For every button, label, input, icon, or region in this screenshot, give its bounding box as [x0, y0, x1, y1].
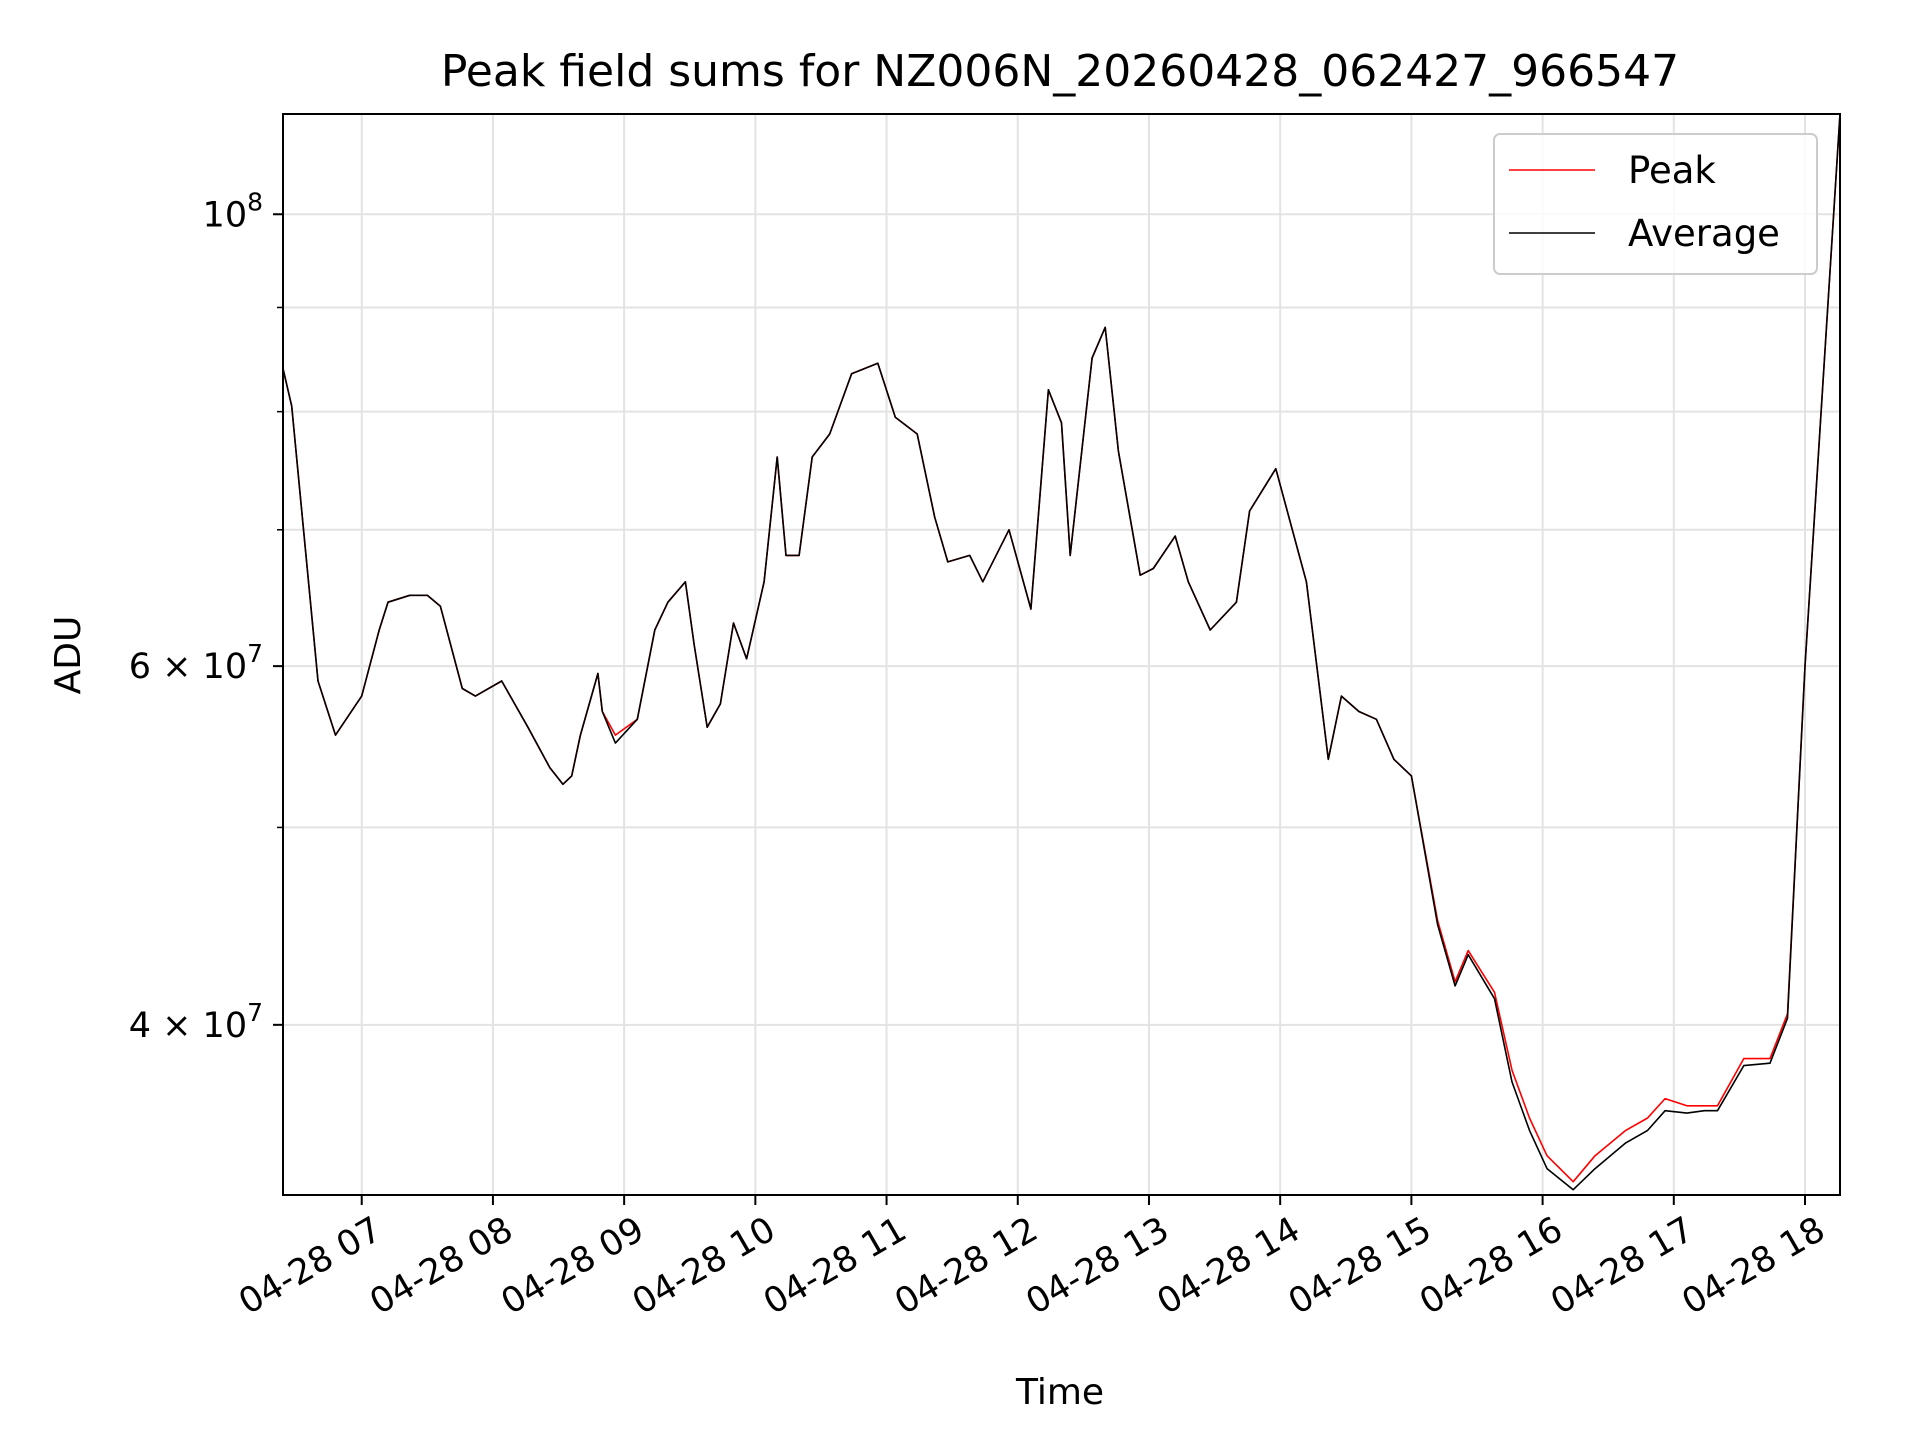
chart-title: Peak field sums for NZ006N_20260428_0624…	[441, 46, 1679, 97]
series-line-average	[282, 113, 1841, 1191]
y-axis-label: ADU	[48, 616, 89, 695]
legend-label-peak: Peak	[1628, 149, 1716, 192]
y-tick-label: 4 × 107	[129, 998, 263, 1046]
legend-box	[1493, 133, 1818, 275]
legend: Peak Average	[1493, 133, 1818, 275]
x-axis-label: Time	[1015, 1372, 1104, 1413]
plot-frame	[282, 113, 1841, 1196]
y-tick-label: 6 × 107	[129, 639, 263, 687]
legend-label-average: Average	[1628, 212, 1780, 255]
y-tick-label: 108	[203, 187, 263, 235]
y-axis-ticks: 4 × 107 6 × 107 108	[129, 187, 283, 1046]
series-lines	[282, 113, 1841, 1191]
grid-lines	[283, 114, 1840, 1195]
